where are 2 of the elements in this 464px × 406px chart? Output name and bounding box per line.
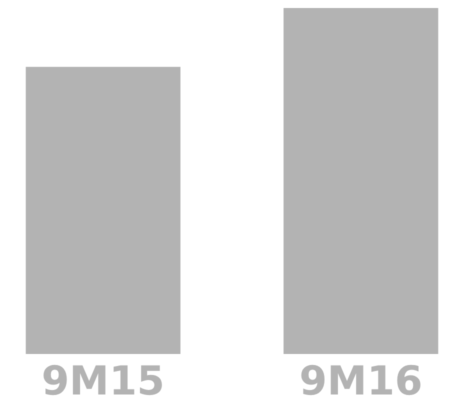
x-tick-label: 9M16 bbox=[299, 358, 423, 404]
x-tick-label: 9M15 bbox=[41, 358, 165, 404]
